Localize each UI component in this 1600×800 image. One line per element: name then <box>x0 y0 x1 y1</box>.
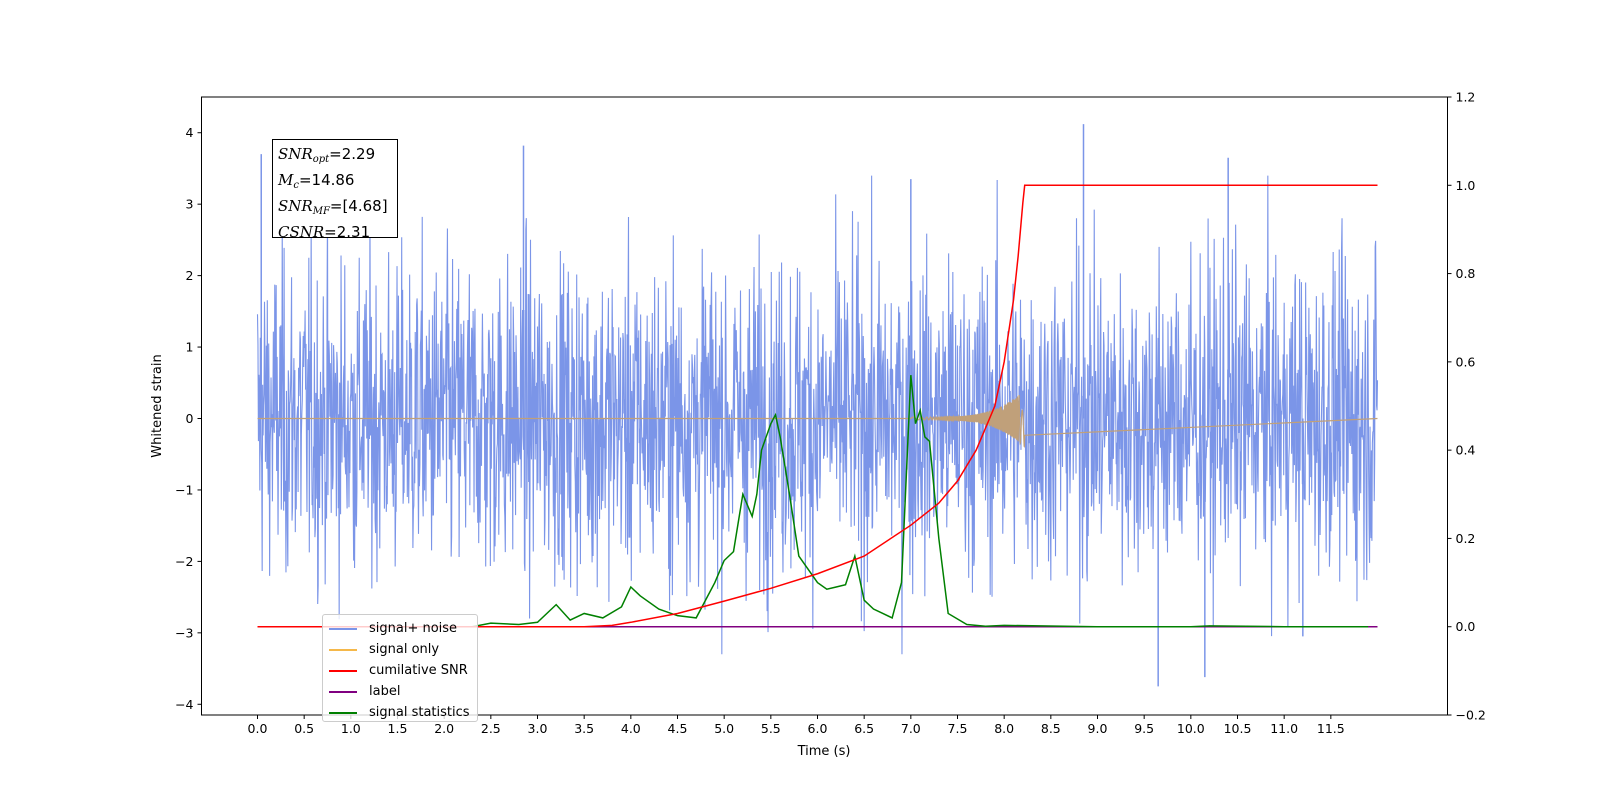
legend-label: signal only <box>369 642 440 657</box>
y2-tick-label: 0.0 <box>1456 619 1476 634</box>
x-tick-label: 9.0 <box>1088 721 1108 736</box>
series-signal-noise <box>256 175 1379 655</box>
x-tick-label: 1.0 <box>341 721 361 736</box>
y-axis-label: Whitened strain <box>150 354 165 457</box>
snr-mf-line: SNRMF=[4.68] <box>278 197 388 217</box>
x-tick-label: 4.0 <box>621 721 641 736</box>
legend-label: cumilative SNR <box>369 663 468 678</box>
legend-item: signal only <box>329 639 477 660</box>
axis-ticks: 0.0 0.5 1.0 1.5 2.0 2.5 3.0 3.5 4.0 4.5 5.0 5.5 6.0 6… <box>175 90 1486 737</box>
series-signal-only <box>257 394 1378 448</box>
x-tick-label: 2.0 <box>434 721 454 736</box>
x-tick-label: 6.5 <box>854 721 874 736</box>
x-tick-label: 4.5 <box>668 721 688 736</box>
x-tick-label: 0.0 <box>248 721 268 736</box>
snr-opt-line: SNRopt=2.29 <box>278 145 376 165</box>
y-tick-label: 2 <box>186 268 194 283</box>
csnr-line: CSNR=2.31 <box>278 223 371 241</box>
legend-swatch <box>329 627 357 630</box>
legend-label: signal statistics <box>369 705 470 720</box>
legend-label: label <box>369 684 401 699</box>
y2-tick-label: 1.0 <box>1456 178 1476 193</box>
y2-tick-label: 0.2 <box>1456 531 1476 546</box>
legend-swatch <box>329 669 357 672</box>
x-tick-label: 9.5 <box>1134 721 1154 736</box>
x-tick-label: 2.5 <box>481 721 501 736</box>
x-tick-label: 6.0 <box>808 721 828 736</box>
y2-tick-label: 1.2 <box>1456 90 1476 105</box>
x-tick-label: 3.0 <box>528 721 548 736</box>
x-tick-label: 5.5 <box>761 721 781 736</box>
x-tick-label: 11.0 <box>1270 721 1298 736</box>
legend-item: signal statistics <box>329 702 477 723</box>
y-tick-label: −4 <box>175 697 193 712</box>
y-tick-label: 0 <box>186 411 194 426</box>
x-axis-label: Time (s) <box>797 744 851 759</box>
y-tick-label: −3 <box>175 625 193 640</box>
x-tick-label: 5.0 <box>714 721 734 736</box>
y-tick-label: 4 <box>186 125 194 140</box>
x-tick-label: 10.0 <box>1177 721 1205 736</box>
axes-frame <box>201 96 1448 716</box>
legend-item: signal+ noise <box>329 618 477 639</box>
legend-label: signal+ noise <box>369 621 458 636</box>
y-tick-label: −2 <box>175 554 193 569</box>
x-tick-label: 1.5 <box>388 721 408 736</box>
x-tick-label: 8.0 <box>994 721 1014 736</box>
y2-tick-label: −0.2 <box>1456 708 1486 723</box>
y-tick-label: 3 <box>186 197 194 212</box>
y-tick-label: 1 <box>186 340 194 355</box>
x-tick-label: 3.5 <box>574 721 594 736</box>
y2-tick-label: 0.6 <box>1456 354 1476 369</box>
y-tick-label: −1 <box>175 482 193 497</box>
mc-line: Mc=14.86 <box>278 171 355 191</box>
legend-swatch <box>329 690 357 693</box>
legend-swatch <box>329 711 357 714</box>
x-tick-label: 11.5 <box>1317 721 1345 736</box>
legend-item: cumilative SNR <box>329 660 477 681</box>
x-tick-label: 7.5 <box>948 721 968 736</box>
x-tick-label: 8.5 <box>1041 721 1061 736</box>
series-signal-statistics <box>257 375 1369 628</box>
x-tick-label: 10.5 <box>1224 721 1252 736</box>
y2-tick-label: 0.4 <box>1456 443 1476 458</box>
series-cumulative-snr <box>257 184 1378 628</box>
legend-item: label <box>329 681 477 702</box>
legend: signal+ noise signal only cumilative SNR… <box>322 614 478 722</box>
stats-annotation-box: SNRopt=2.29 Mc=14.86 SNRMF=[4.68] CSNR=2… <box>272 139 398 241</box>
x-tick-label: 7.0 <box>901 721 921 736</box>
x-tick-label: 0.5 <box>294 721 314 736</box>
y2-tick-label: 0.8 <box>1456 266 1476 281</box>
legend-swatch <box>329 648 357 651</box>
